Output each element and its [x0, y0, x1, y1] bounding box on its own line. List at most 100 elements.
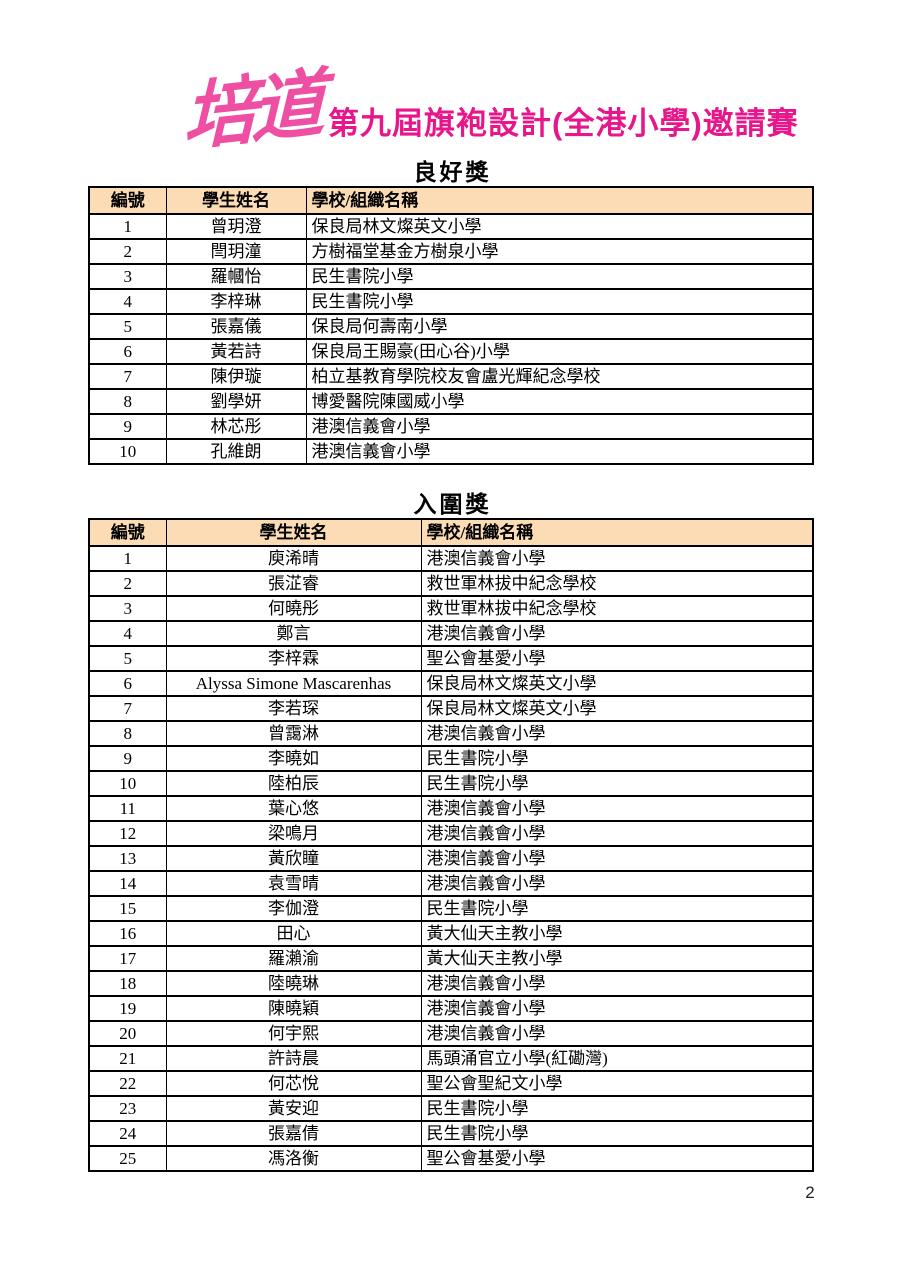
cell-number: 24	[88, 1120, 167, 1147]
finalist-award-table: 編號 學生姓名 學校/組織名稱 1 庾浠晴 港澳信義會小學 2 張淽睿 救世軍林拔中紀念學…	[88, 518, 814, 1172]
table-row: 8 曾靄淋 港澳信義會小學	[88, 720, 814, 747]
cell-school-name: 保良局林文燦英文小學	[420, 695, 814, 722]
cell-number: 2	[88, 570, 167, 597]
header-cell-student-name: 學生姓名	[165, 518, 422, 547]
table-row: 2 閆玥潼 方樹福堂基金方樹泉小學	[88, 238, 814, 265]
table-row: 10 孔維朗 港澳信義會小學	[88, 438, 814, 465]
cell-school-name: 港澳信義會小學	[420, 545, 814, 572]
cell-school-name: 救世軍林拔中紀念學校	[420, 570, 814, 597]
cell-school-name: 港澳信義會小學	[420, 620, 814, 647]
cell-school-name: 救世軍林拔中紀念學校	[420, 595, 814, 622]
table-row: 17 羅瀨渝 黃大仙天主教小學	[88, 945, 814, 972]
section-title-good-award: 良好獎	[413, 160, 492, 185]
cell-student-name: 羅幗怡	[165, 263, 307, 290]
cell-number: 7	[88, 695, 167, 722]
cell-number: 14	[88, 870, 167, 897]
cell-student-name: 庾浠晴	[165, 545, 422, 572]
cell-student-name: 李伽澄	[165, 895, 422, 922]
table-row: 9 李曉如 民生書院小學	[88, 745, 814, 772]
cell-school-name: 保良局林文燦英文小學	[420, 670, 814, 697]
cell-school-name: 民生書院小學	[305, 263, 814, 290]
table-row: 22 何芯悅 聖公會聖紀文小學	[88, 1070, 814, 1097]
cell-number: 3	[88, 595, 167, 622]
cell-student-name: 張嘉儀	[165, 313, 307, 340]
cell-school-name: 方樹福堂基金方樹泉小學	[305, 238, 814, 265]
table-row: 7 李若琛 保良局林文燦英文小學	[88, 695, 814, 722]
cell-student-name: 李曉如	[165, 745, 422, 772]
cell-school-name: 保良局何壽南小學	[305, 313, 814, 340]
cell-school-name: 聖公會基愛小學	[420, 1145, 814, 1172]
table-row: 24 張嘉倩 民生書院小學	[88, 1120, 814, 1147]
cell-number: 9	[88, 413, 167, 440]
cell-number: 17	[88, 945, 167, 972]
cell-student-name: 林芯彤	[165, 413, 307, 440]
header-cell-student-name: 學生姓名	[165, 186, 307, 215]
table-row: 18 陸曉琳 港澳信義會小學	[88, 970, 814, 997]
cell-school-name: 港澳信義會小學	[420, 1020, 814, 1047]
cell-student-name: 張淽睿	[165, 570, 422, 597]
cell-school-name: 民生書院小學	[305, 288, 814, 315]
cell-student-name: 曾靄淋	[165, 720, 422, 747]
cell-school-name: 港澳信義會小學	[420, 820, 814, 847]
cell-number: 1	[88, 545, 167, 572]
cell-student-name: 許詩晨	[165, 1045, 422, 1072]
table-row: 23 黃安迎 民生書院小學	[88, 1095, 814, 1122]
cell-number: 22	[88, 1070, 167, 1097]
table-row: 13 黃欣瞳 港澳信義會小學	[88, 845, 814, 872]
cell-student-name: 梁鳴月	[165, 820, 422, 847]
cell-school-name: 馬頭涌官立小學(紅磡灣)	[420, 1045, 814, 1072]
cell-school-name: 民生書院小學	[420, 1120, 814, 1147]
cell-number: 19	[88, 995, 167, 1022]
section-title-finalist-award: 入圍獎	[413, 492, 492, 517]
cell-number: 10	[88, 438, 167, 465]
cell-number: 4	[88, 620, 167, 647]
cell-school-name: 博愛醫院陳國威小學	[305, 388, 814, 415]
table-row: 19 陳曉穎 港澳信義會小學	[88, 995, 814, 1022]
table-row: 25 馮洛衡 聖公會基愛小學	[88, 1145, 814, 1172]
cell-student-name: 葉心悠	[165, 795, 422, 822]
table-row: 10 陸柏辰 民生書院小學	[88, 770, 814, 797]
table-row: 12 梁鳴月 港澳信義會小學	[88, 820, 814, 847]
good-award-table: 編號 學生姓名 學校/組織名稱 1 曾玥澄 保良局林文燦英文小學 2 閆玥潼 方樹福堂基金…	[88, 186, 814, 465]
cell-school-name: 港澳信義會小學	[420, 845, 814, 872]
cell-number: 8	[88, 388, 167, 415]
cell-student-name: 馮洛衡	[165, 1145, 422, 1172]
table-row: 6 黃若詩 保良局王賜豪(田心谷)小學	[88, 338, 814, 365]
table-row: 2 張淽睿 救世軍林拔中紀念學校	[88, 570, 814, 597]
cell-number: 18	[88, 970, 167, 997]
table-row: 15 李伽澄 民生書院小學	[88, 895, 814, 922]
cell-student-name: 羅瀨渝	[165, 945, 422, 972]
cell-number: 11	[88, 795, 167, 822]
cell-student-name: 李若琛	[165, 695, 422, 722]
cell-number: 15	[88, 895, 167, 922]
cell-student-name: 黃安迎	[165, 1095, 422, 1122]
cell-number: 5	[88, 313, 167, 340]
table-row: 21 許詩晨 馬頭涌官立小學(紅磡灣)	[88, 1045, 814, 1072]
cell-number: 1	[88, 213, 167, 240]
table-header-row: 編號 學生姓名 學校/組織名稱	[88, 518, 814, 547]
table-row: 14 袁雪晴 港澳信義會小學	[88, 870, 814, 897]
cell-student-name: 袁雪晴	[165, 870, 422, 897]
cell-student-name: 陸曉琳	[165, 970, 422, 997]
cell-student-name: 張嘉倩	[165, 1120, 422, 1147]
cell-student-name: 陸柏辰	[165, 770, 422, 797]
cell-number: 12	[88, 820, 167, 847]
table-row: 4 李梓琳 民生書院小學	[88, 288, 814, 315]
cell-student-name: Alyssa Simone Mascarenhas	[165, 670, 422, 697]
table-header-row: 編號 學生姓名 學校/組織名稱	[88, 186, 814, 215]
cell-student-name: 黃若詩	[165, 338, 307, 365]
cell-number: 6	[88, 670, 167, 697]
cell-number: 5	[88, 645, 167, 672]
cell-number: 10	[88, 770, 167, 797]
cell-number: 16	[88, 920, 167, 947]
table-row: 9 林芯彤 港澳信義會小學	[88, 413, 814, 440]
cell-school-name: 民生書院小學	[420, 895, 814, 922]
table-row: 7 陳伊璇 柏立基教育學院校友會盧光輝紀念學校	[88, 363, 814, 390]
cell-student-name: 李梓霖	[165, 645, 422, 672]
cell-student-name: 曾玥澄	[165, 213, 307, 240]
table-row: 3 羅幗怡 民生書院小學	[88, 263, 814, 290]
cell-school-name: 港澳信義會小學	[420, 870, 814, 897]
table-row: 1 曾玥澄 保良局林文燦英文小學	[88, 213, 814, 240]
cell-school-name: 港澳信義會小學	[305, 438, 814, 465]
cell-school-name: 港澳信義會小學	[420, 795, 814, 822]
